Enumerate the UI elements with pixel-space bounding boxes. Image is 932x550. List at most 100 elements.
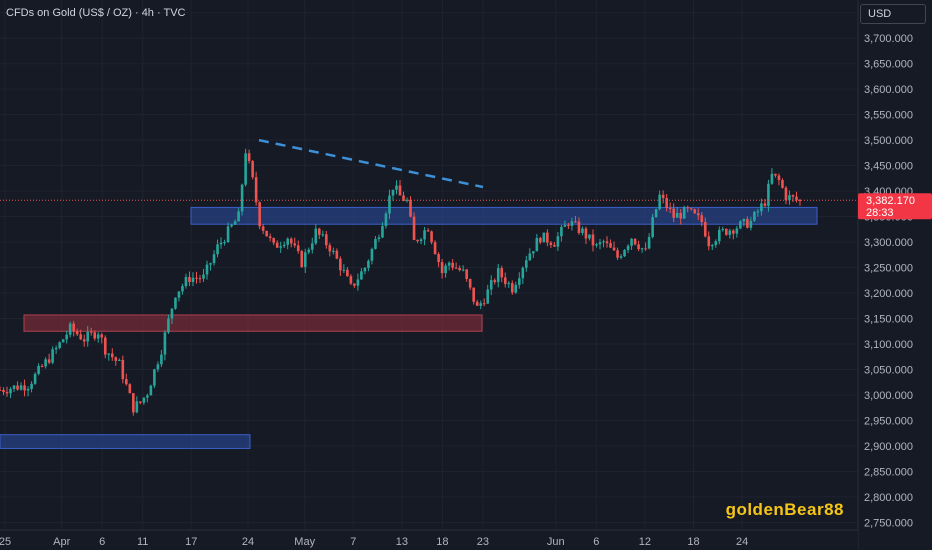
candle-body <box>237 211 240 222</box>
candle-body <box>742 218 746 222</box>
candle-body <box>240 184 244 212</box>
candle-body <box>121 359 125 380</box>
candle <box>493 278 497 285</box>
candle <box>9 387 12 399</box>
time-tick-label: 6 <box>593 536 599 548</box>
candle <box>317 227 321 240</box>
candle-body <box>205 264 209 275</box>
time-tick-label: 25 <box>0 536 11 548</box>
candle-body <box>588 234 591 239</box>
candle <box>503 272 507 288</box>
candle-body <box>798 199 802 201</box>
candle-body <box>556 236 560 247</box>
zones-layer[interactable] <box>0 206 818 449</box>
candle-body <box>9 388 12 394</box>
candle-body <box>763 203 767 206</box>
candle-body <box>247 153 251 162</box>
time-tick-label: 11 <box>137 536 148 548</box>
candle-body <box>103 337 107 355</box>
candle <box>781 178 784 189</box>
resistance-trendline[interactable] <box>258 138 484 189</box>
price-tick-label: 3,250.000 <box>864 263 913 275</box>
candle <box>612 241 616 252</box>
candle <box>770 168 774 185</box>
candle <box>549 241 553 248</box>
candle <box>289 237 293 248</box>
candle <box>739 219 742 230</box>
zone-blue[interactable] <box>0 434 251 449</box>
candle-body <box>668 208 672 210</box>
last-price-tag-bg <box>858 193 932 220</box>
candle <box>153 368 156 389</box>
candle-body <box>623 250 626 257</box>
candle-body <box>525 260 528 268</box>
price-tick-label: 3,150.000 <box>864 314 913 326</box>
candle <box>395 180 398 195</box>
candle <box>135 396 139 414</box>
candle <box>72 320 75 337</box>
zone-red[interactable] <box>23 314 483 332</box>
candle-body <box>598 242 602 245</box>
candle <box>605 236 609 248</box>
candle-body <box>714 241 718 246</box>
candle <box>19 382 23 391</box>
candle <box>174 297 177 310</box>
candle-body <box>160 354 163 365</box>
time-tick-label: 23 <box>477 536 489 548</box>
candle <box>409 196 412 218</box>
candles-layer <box>0 148 802 416</box>
candle-body <box>100 334 104 338</box>
candle <box>33 372 37 385</box>
candle <box>756 208 760 217</box>
candle <box>588 234 591 241</box>
zone-blue[interactable] <box>190 206 818 225</box>
candle-body <box>251 161 254 178</box>
candle <box>198 275 202 283</box>
candle <box>177 291 181 302</box>
candle-body <box>496 268 500 283</box>
candle-body <box>202 274 205 279</box>
price-axis[interactable] <box>858 0 932 550</box>
currency-selector[interactable]: USD <box>860 4 926 24</box>
candle-body <box>781 180 784 188</box>
candle <box>510 280 514 295</box>
symbol-title[interactable]: CFDs on Gold (US$ / OZ) · 4h · TVC <box>6 7 186 19</box>
candle-body <box>454 267 458 269</box>
candle-body <box>65 334 68 340</box>
candle <box>103 335 107 359</box>
candle-body <box>539 237 542 243</box>
candle-body <box>489 280 493 290</box>
candle <box>479 300 483 310</box>
candle-body <box>132 393 135 413</box>
candle <box>300 249 304 268</box>
candle <box>528 248 532 261</box>
candle <box>430 230 433 245</box>
candle-body <box>209 263 212 265</box>
candle-body <box>40 365 44 367</box>
candle-body <box>356 279 360 286</box>
candle-body <box>167 318 170 333</box>
candle <box>760 198 763 216</box>
trendline-layer[interactable] <box>258 138 484 189</box>
candle-body <box>732 230 735 234</box>
candle <box>307 247 311 255</box>
time-axis[interactable] <box>0 530 858 550</box>
candle-body <box>325 234 328 246</box>
candle-body <box>58 342 61 348</box>
candle <box>609 239 612 248</box>
candle-body <box>79 334 83 340</box>
candle-body <box>696 213 700 216</box>
candle-body <box>672 208 675 218</box>
candle-body <box>286 238 290 245</box>
candle-body <box>363 267 367 272</box>
candle <box>293 237 297 248</box>
candle <box>742 218 746 227</box>
candle-body <box>595 244 598 246</box>
candle <box>707 231 711 251</box>
candle-body <box>609 243 612 248</box>
candle-body <box>437 254 440 263</box>
candle-body <box>89 331 93 333</box>
candle <box>496 263 500 288</box>
